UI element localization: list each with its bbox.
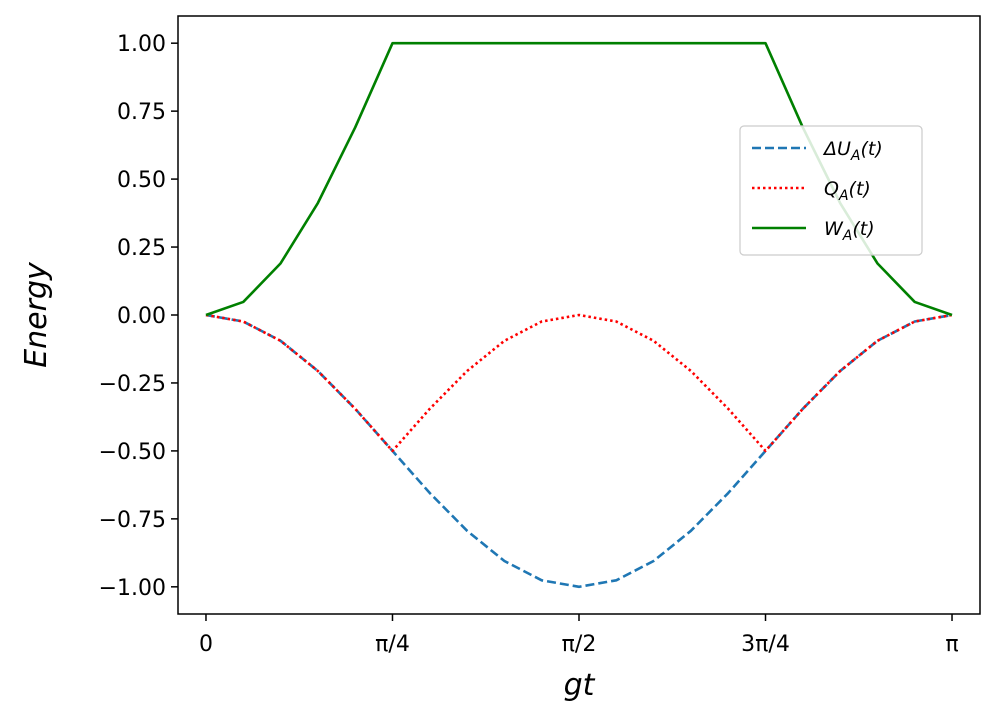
y-axis: 1.00 0.75 0.50 0.25 0.00 −0.25 −0.50 −0.75 −1.00 bbox=[99, 32, 178, 601]
legend-label-subscript: A bbox=[850, 148, 861, 164]
series-line-2 bbox=[205, 313, 953, 453]
x-tick-label: 0 bbox=[199, 632, 213, 657]
x-tick-label: π bbox=[945, 632, 958, 657]
y-tick-label: 0.00 bbox=[117, 304, 166, 329]
x-axis: 0 π/4 π/2 3π/4 π bbox=[199, 614, 959, 657]
legend-label-base: W bbox=[824, 218, 844, 240]
legend-label-base: Q bbox=[824, 178, 839, 200]
y-tick-label: −1.00 bbox=[99, 576, 166, 601]
y-axis-label: Energy bbox=[19, 261, 54, 368]
legend-label-base: ΔU bbox=[822, 138, 851, 160]
y-tick-label: 0.75 bbox=[117, 100, 166, 125]
y-tick-label: 0.25 bbox=[117, 236, 166, 261]
legend-label-1: ΔUA(t) bbox=[822, 138, 883, 164]
y-tick-label: −0.50 bbox=[99, 440, 166, 465]
legend-label-suffix: (t) bbox=[849, 178, 871, 200]
x-tick-label: 3π/4 bbox=[741, 632, 790, 657]
series-layer bbox=[205, 41, 953, 589]
y-tick-label: −0.75 bbox=[99, 508, 166, 533]
x-axis-label: gt bbox=[564, 668, 596, 703]
legend-label-subscript: A bbox=[842, 228, 853, 244]
y-tick-label: 0.50 bbox=[117, 168, 166, 193]
legend-label-subscript: A bbox=[838, 188, 849, 204]
legend-label-3: WA(t) bbox=[824, 218, 875, 244]
legend-label-suffix: (t) bbox=[852, 218, 874, 240]
legend-label-2: QA(t) bbox=[824, 178, 871, 204]
legend-label-suffix: (t) bbox=[860, 138, 882, 160]
y-tick-label: −0.25 bbox=[99, 372, 166, 397]
series-line-1 bbox=[205, 313, 953, 589]
x-tick-label: π/4 bbox=[375, 632, 410, 657]
legend-box bbox=[739, 125, 923, 256]
legend: ΔUA(t)QA(t)WA(t) bbox=[739, 125, 923, 256]
x-tick-label: π/2 bbox=[562, 632, 597, 657]
y-tick-label: 1.00 bbox=[117, 32, 166, 57]
